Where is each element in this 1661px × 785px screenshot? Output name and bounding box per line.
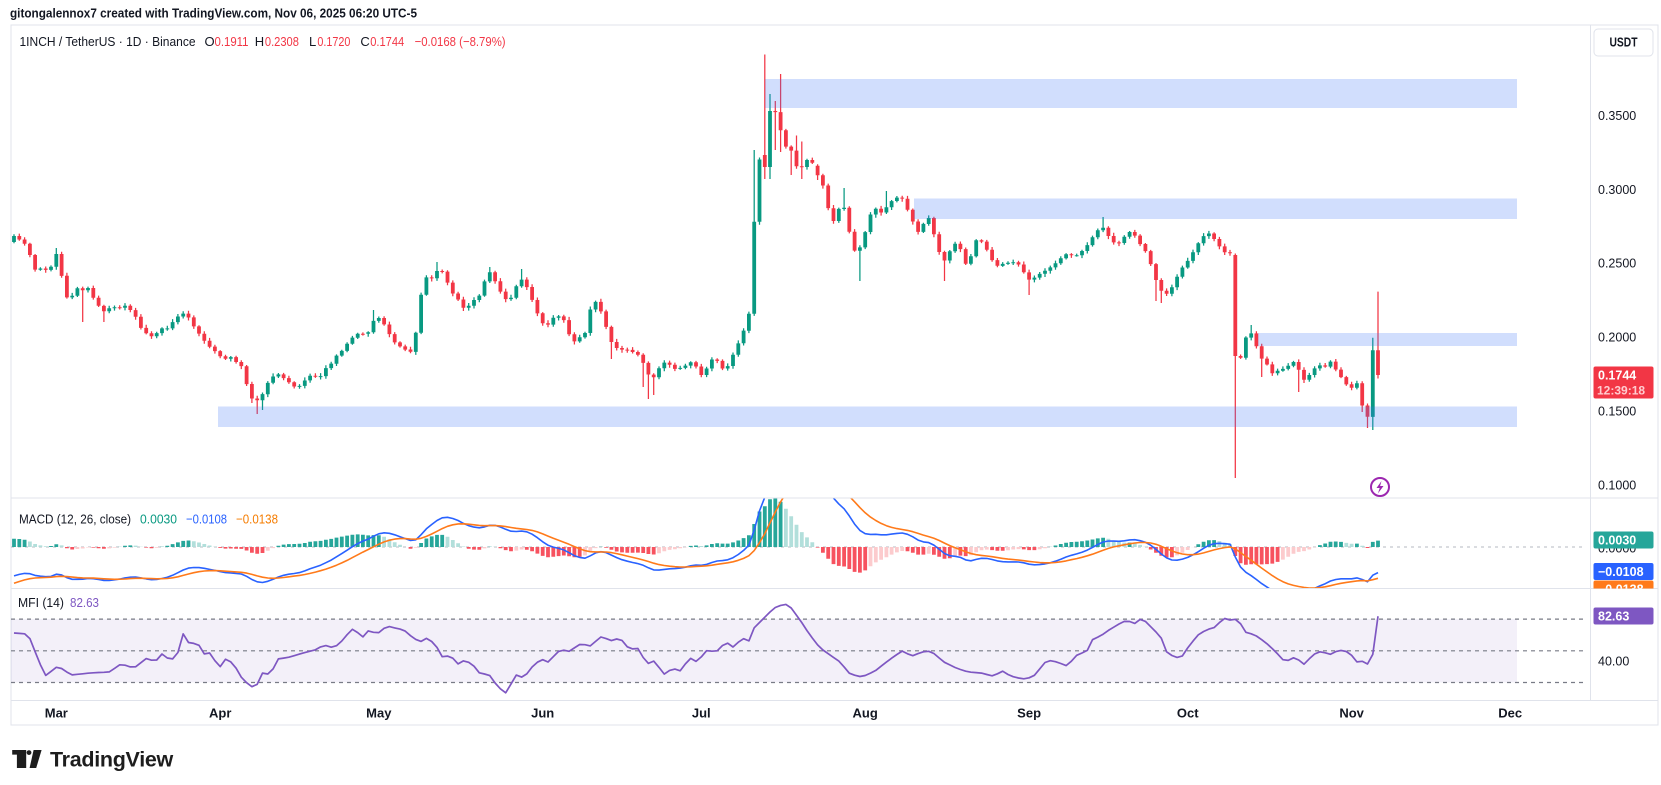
svg-text:1INCH / TetherUS · 1D · Binanc: 1INCH / TetherUS · 1D · Binance bbox=[20, 34, 196, 49]
svg-text:82.63: 82.63 bbox=[70, 595, 99, 610]
svg-text:0.3000: 0.3000 bbox=[1598, 183, 1636, 197]
svg-text:12:39:18: 12:39:18 bbox=[1597, 384, 1645, 398]
svg-text:O: O bbox=[205, 34, 215, 49]
svg-text:40.00: 40.00 bbox=[1598, 655, 1629, 669]
svg-text:82.63: 82.63 bbox=[1598, 609, 1629, 623]
svg-text:Mar: Mar bbox=[45, 706, 68, 721]
svg-text:Jun: Jun bbox=[531, 706, 554, 721]
svg-text:gitongalennox7 created with Tr: gitongalennox7 created with TradingView.… bbox=[10, 7, 417, 21]
svg-text:−0.0138: −0.0138 bbox=[1598, 582, 1644, 596]
svg-text:0.2000: 0.2000 bbox=[1598, 331, 1636, 345]
svg-text:Aug: Aug bbox=[853, 706, 878, 721]
svg-text:−0.0138: −0.0138 bbox=[236, 512, 278, 527]
svg-text:0.2308: 0.2308 bbox=[265, 34, 299, 49]
svg-text:MFI (14): MFI (14) bbox=[18, 595, 64, 610]
svg-text:Dec: Dec bbox=[1498, 706, 1522, 721]
svg-text:0.0030: 0.0030 bbox=[140, 512, 177, 527]
svg-text:MACD (12, 26, close): MACD (12, 26, close) bbox=[19, 512, 131, 527]
svg-text:−0.0108: −0.0108 bbox=[186, 512, 227, 527]
svg-text:TradingView: TradingView bbox=[50, 748, 174, 772]
svg-text:L: L bbox=[309, 34, 316, 49]
svg-text:0.2500: 0.2500 bbox=[1598, 257, 1636, 271]
svg-text:May: May bbox=[366, 706, 392, 721]
svg-text:0.3500: 0.3500 bbox=[1598, 109, 1636, 123]
svg-text:Oct: Oct bbox=[1177, 706, 1199, 721]
svg-text:Jul: Jul bbox=[692, 706, 711, 721]
svg-text:H: H bbox=[255, 34, 264, 49]
svg-text:0.0030: 0.0030 bbox=[1598, 533, 1636, 547]
svg-text:Sep: Sep bbox=[1017, 706, 1041, 721]
svg-text:−0.0108: −0.0108 bbox=[1598, 565, 1644, 579]
svg-text:0.1911: 0.1911 bbox=[215, 34, 249, 49]
svg-text:USDT: USDT bbox=[1610, 35, 1638, 50]
svg-text:0.1720: 0.1720 bbox=[317, 34, 350, 49]
svg-text:Nov: Nov bbox=[1339, 706, 1364, 721]
svg-text:0.1744: 0.1744 bbox=[370, 34, 404, 49]
svg-text:Apr: Apr bbox=[209, 706, 231, 721]
svg-text:C: C bbox=[360, 34, 369, 49]
svg-text:−0.0168 (−8.79%): −0.0168 (−8.79%) bbox=[415, 34, 506, 49]
svg-text:0.1500: 0.1500 bbox=[1598, 405, 1636, 419]
svg-text:0.1744: 0.1744 bbox=[1598, 369, 1636, 383]
svg-text:0.1000: 0.1000 bbox=[1598, 478, 1636, 492]
